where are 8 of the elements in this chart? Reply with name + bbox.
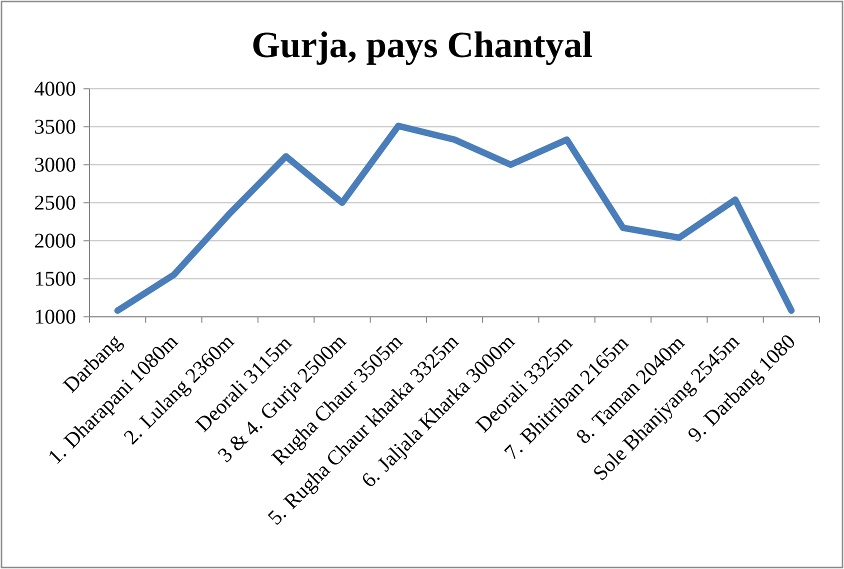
y-tick-label: 4000 <box>34 82 76 96</box>
y-tick-label: 3500 <box>35 120 76 134</box>
y-tick-label: 1500 <box>36 272 76 286</box>
y-tick-label: 1000 <box>36 310 76 324</box>
chart-title: Gurja, pays Chantyal <box>253 31 592 65</box>
y-tick-label: 3000 <box>35 158 76 172</box>
y-tick-label: 2500 <box>35 196 76 210</box>
y-tick-label: 2000 <box>35 234 76 248</box>
